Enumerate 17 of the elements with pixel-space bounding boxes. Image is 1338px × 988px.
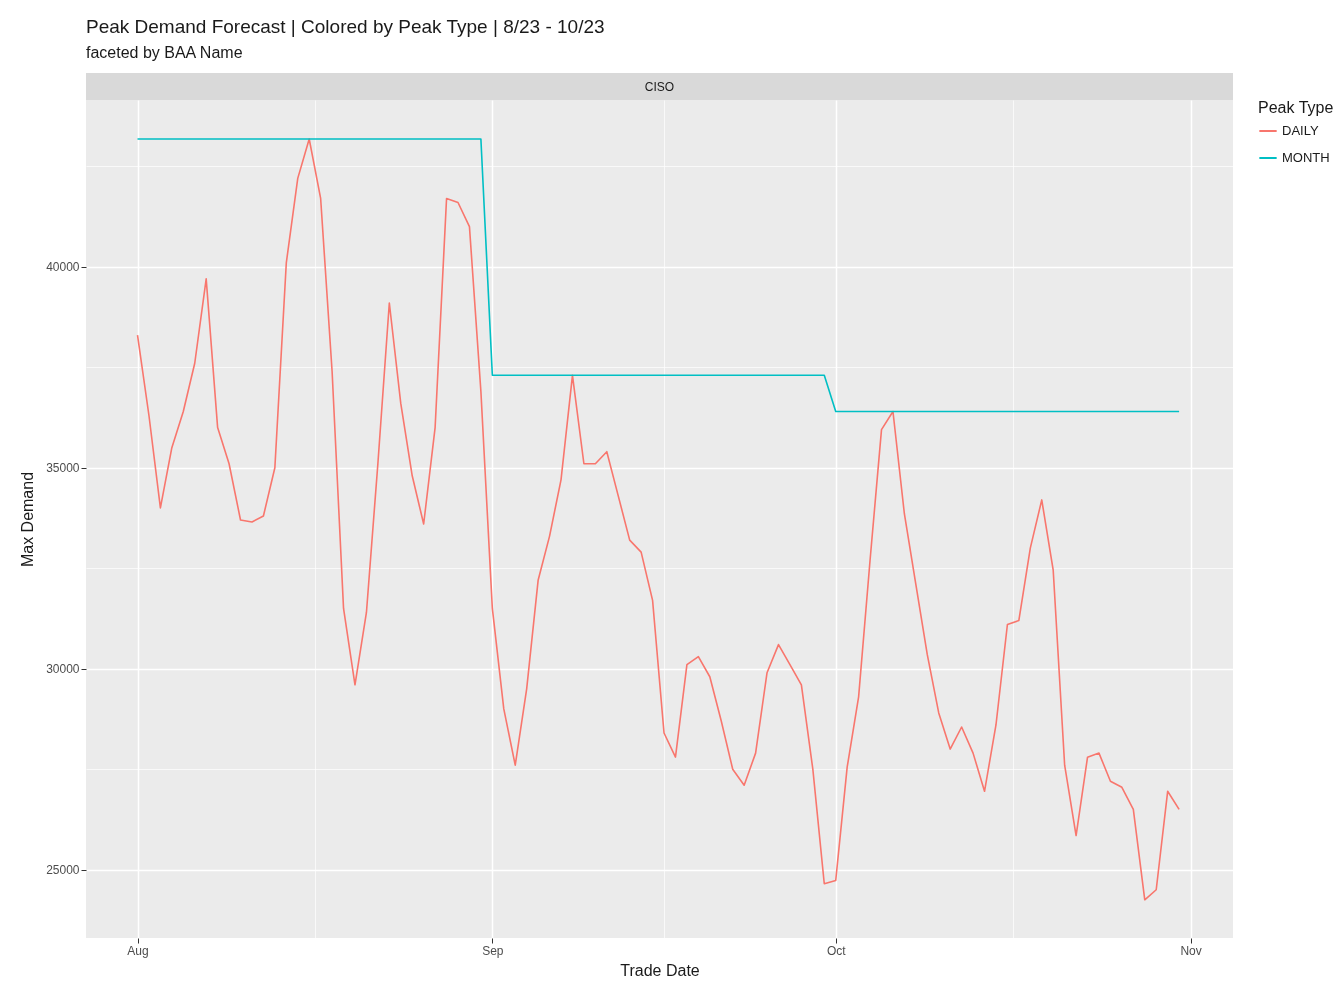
chart-title: Peak Demand Forecast | Colored by Peak Type | 8/23 - 10/23 <box>86 16 605 37</box>
y-tick-label: 30000 <box>46 662 80 677</box>
y-tick-label: 35000 <box>46 461 80 476</box>
text: CISO <box>644 79 675 94</box>
line-series <box>136 138 1180 901</box>
y-axis-title: Max Demand <box>19 471 37 568</box>
legend-title: Peak Type <box>1258 99 1334 116</box>
x-tick-label: Sep <box>482 943 504 958</box>
x-tick-label: Oct <box>826 943 847 958</box>
x-tick-label: Aug <box>127 943 149 958</box>
legend-label: DAILY <box>1282 123 1319 138</box>
y-tick-label: 25000 <box>46 863 80 878</box>
y-tick-label: 40000 <box>46 260 80 275</box>
legend-label: MONTH <box>1282 150 1330 165</box>
chart-subtitle: faceted by BAA Name <box>86 44 243 61</box>
x-axis-title: Trade Date <box>620 961 700 979</box>
x-tick-label: Nov <box>1180 943 1202 958</box>
